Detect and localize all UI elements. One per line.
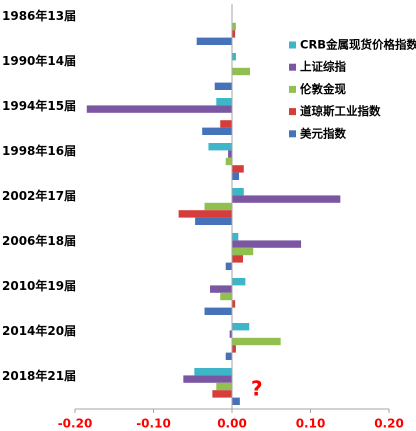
bar-6-1 (210, 285, 232, 293)
legend-swatch (289, 130, 296, 138)
bar-6-0 (232, 278, 246, 286)
bar-4-2 (204, 202, 232, 211)
x-tick-label: 0.00 (217, 417, 247, 431)
bar-2-1 (86, 105, 233, 113)
bar-6-4 (204, 307, 232, 315)
bar-8-3 (212, 390, 232, 398)
x-tick-label: -0.20 (58, 417, 93, 431)
bar-8-1 (183, 375, 232, 383)
x-tick-label: -0.10 (136, 417, 171, 431)
bar-7-3 (232, 345, 236, 353)
bar-2-4 (202, 127, 232, 135)
bar-3-1 (228, 150, 232, 158)
category-label: 1986年13届 (2, 8, 76, 23)
bar-0-4 (196, 37, 232, 45)
bar-6-2 (220, 292, 232, 301)
bar-5-4 (225, 262, 232, 270)
bar-8-4 (232, 397, 240, 405)
bar-4-0 (232, 188, 244, 196)
legend-label: 道琼斯工业指数 (300, 104, 381, 118)
legend-swatch (289, 63, 296, 71)
bar-7-1 (229, 330, 232, 338)
bar-3-2 (225, 157, 232, 166)
bar-7-4 (225, 352, 232, 360)
bar-3-0 (208, 143, 232, 151)
x-ticks-group: -0.20 -0.10 0.00 0.10 0.20 (58, 409, 404, 431)
bar-1-4 (214, 82, 232, 90)
bar-8-2 (216, 382, 232, 391)
bar-4-1 (232, 195, 341, 203)
bar-5-3 (232, 255, 243, 263)
legend-label: CRB金属现货价格指数 (300, 38, 416, 52)
bar-7-0 (232, 323, 250, 331)
bar-5-1 (232, 240, 302, 248)
x-tick-label: 0.10 (296, 417, 326, 431)
bar-3-4 (232, 172, 240, 180)
legend-label: 伦敦金现 (300, 82, 346, 96)
category-label: 1990年14届 (2, 53, 76, 68)
category-label: 2010年19届 (2, 278, 76, 293)
category-label: 2018年21届 (2, 368, 76, 383)
legend-label: 美元指数 (300, 126, 346, 140)
legend-swatch (289, 108, 296, 116)
x-tick-label: 0.20 (374, 417, 404, 431)
bar-3-3 (232, 165, 244, 173)
bar-4-4 (195, 217, 232, 225)
bar-8-0 (194, 368, 232, 376)
bar-1-0 (232, 53, 236, 61)
category-label: 2014年20届 (2, 323, 76, 338)
category-label: 2002年17届 (2, 188, 76, 203)
bar-2-3 (220, 120, 232, 128)
category-labels-group: 1986年13届 1990年14届 1994年15届 1998年16届 2002年17届… (2, 8, 76, 383)
bar-5-0 (232, 233, 239, 241)
bar-4-3 (178, 210, 232, 218)
legend-label: 上证综指 (300, 60, 346, 74)
legend-swatch (289, 85, 296, 93)
category-label: 1994年15届 (2, 98, 76, 113)
category-label: 2006年18届 (2, 233, 76, 248)
bar-5-2 (232, 247, 254, 256)
question-mark-annotation: ? (251, 377, 263, 401)
bar-1-2 (232, 67, 251, 76)
bar-2-0 (216, 98, 232, 106)
bar-0-2 (232, 22, 236, 31)
bar-7-2 (232, 337, 281, 346)
bar-0-3 (232, 30, 236, 38)
bar-6-3 (232, 300, 236, 308)
category-label: 1998年16届 (2, 143, 76, 158)
legend-swatch (289, 41, 296, 49)
bars-group (86, 22, 341, 405)
